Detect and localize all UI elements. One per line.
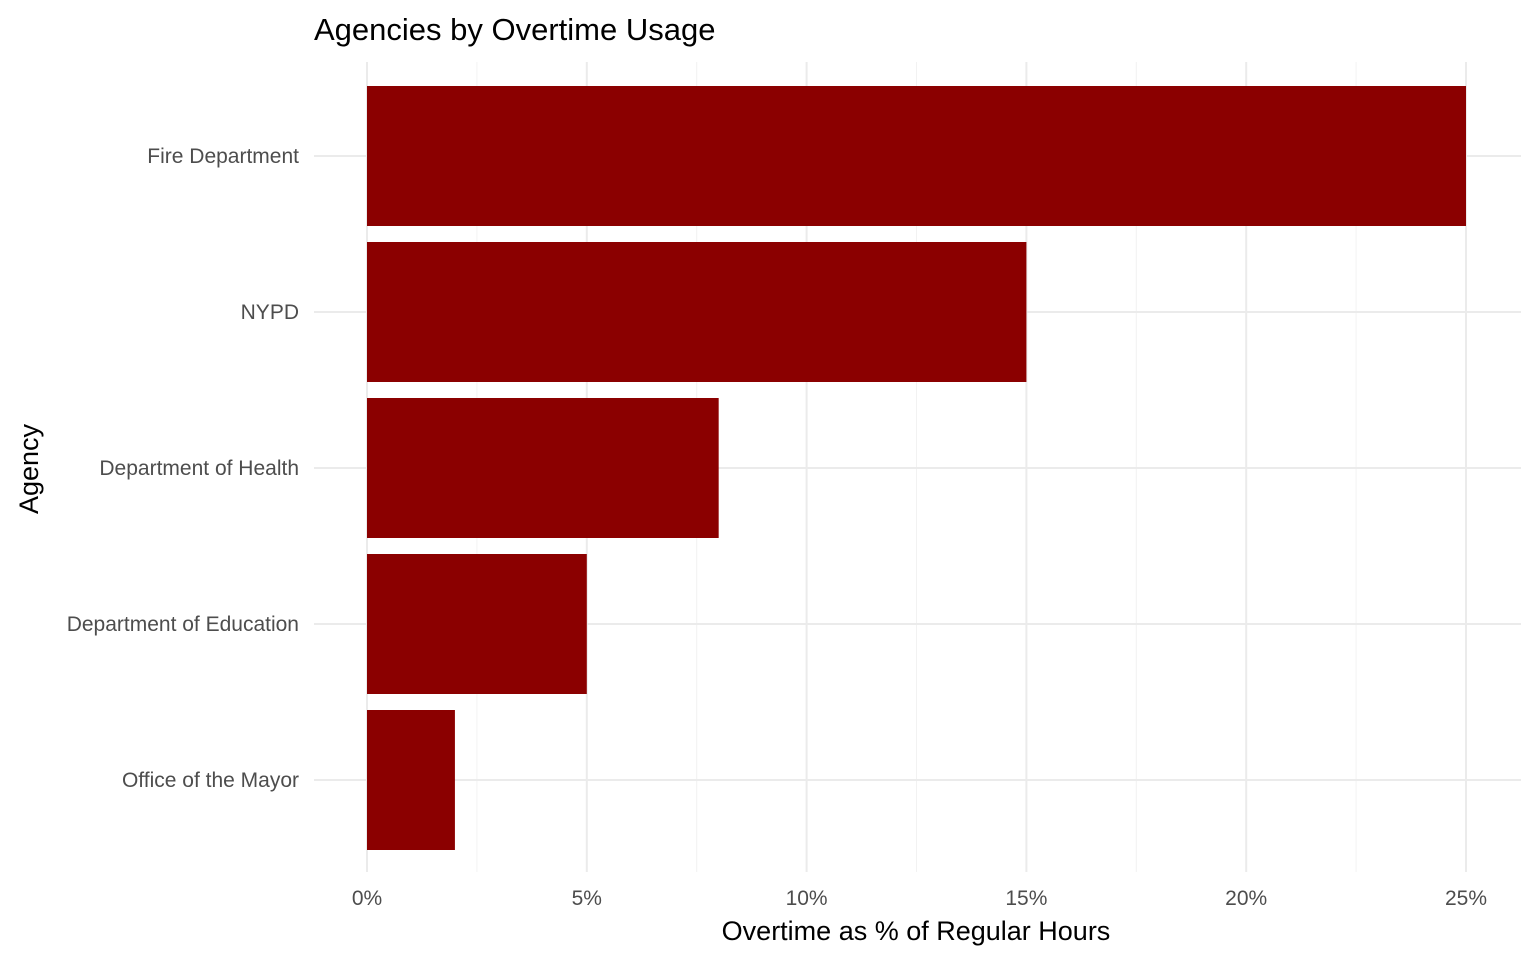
x-tick-label: 5% <box>572 887 602 910</box>
bar <box>367 554 587 694</box>
y-tick-label: Department of Health <box>99 457 299 480</box>
x-tick-label: 10% <box>786 887 828 910</box>
y-axis-title: Agency <box>14 423 44 514</box>
x-tick-label: 25% <box>1445 887 1487 910</box>
bar <box>367 710 455 850</box>
bars-layer <box>367 86 1466 850</box>
x-tick-label: 15% <box>1005 887 1047 910</box>
bar <box>367 86 1466 226</box>
chart-title: Agencies by Overtime Usage <box>314 12 715 47</box>
y-tick-label: NYPD <box>241 301 299 324</box>
x-axis-title: Overtime as % of Regular Hours <box>722 916 1111 946</box>
y-tick-label: Fire Department <box>147 145 299 168</box>
y-tick-labels: Fire Department NYPD Department of Health D… <box>67 145 299 792</box>
y-tick-label: Department of Education <box>67 613 299 636</box>
bar <box>367 398 719 538</box>
x-tick-label: 0% <box>352 887 382 910</box>
bar <box>367 242 1027 382</box>
x-tick-labels: 0% 5% 10% 15% 20% 25% <box>352 887 1487 910</box>
y-tick-label: Office of the Mayor <box>122 769 299 792</box>
x-tick-label: 20% <box>1225 887 1267 910</box>
